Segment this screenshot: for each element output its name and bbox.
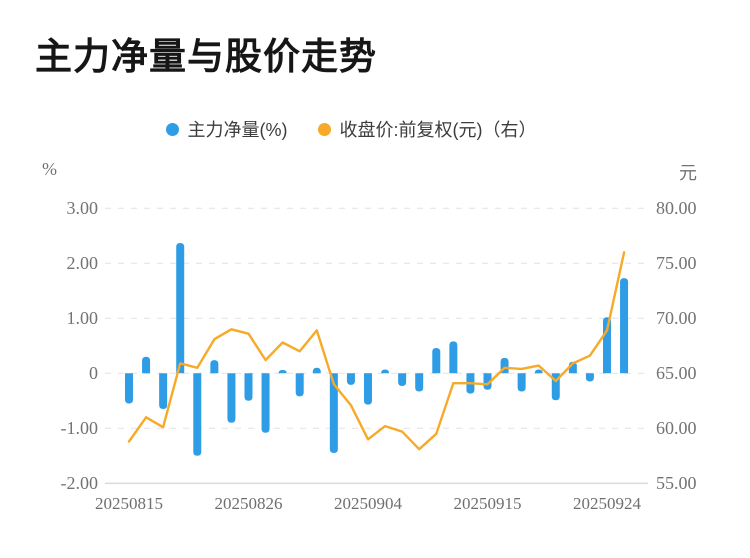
y-axis-label-left: 0	[89, 363, 98, 384]
left-axis-unit: %	[42, 159, 57, 179]
volume-bar	[159, 373, 168, 410]
legend: 主力净量(%) 收盘价:前复权(元)（右）	[0, 116, 702, 142]
x-axis-label: 20250826	[214, 494, 283, 513]
volume-bar	[517, 373, 526, 392]
volume-bar	[278, 370, 287, 374]
legend-label-close-price: 收盘价:前复权(元)（右）	[339, 120, 537, 140]
x-axis-label: 20250915	[453, 494, 522, 513]
volume-bar	[227, 373, 236, 423]
volume-bar	[176, 242, 185, 374]
y-axis-label-left: 1.00	[66, 308, 99, 329]
volume-bar	[210, 360, 219, 374]
volume-bar	[312, 367, 321, 374]
chart-title: 主力净量与股价走势	[35, 36, 377, 77]
legend-label-main-net-volume: 主力净量(%)	[187, 120, 288, 140]
volume-bar	[432, 348, 441, 374]
volume-bar	[449, 341, 458, 374]
y-axis-label-right: 60.00	[656, 418, 697, 439]
x-axis-label: 20250904	[333, 494, 402, 513]
volume-bar	[483, 373, 492, 390]
volume-bar	[363, 373, 372, 405]
legend-item-close-price[interactable]: 收盘价:前复权(元)（右）	[317, 116, 537, 142]
x-axis-label: 20250815	[95, 494, 163, 513]
volume-bar	[244, 373, 253, 401]
right-axis-unit: 元	[679, 163, 697, 183]
price-line	[127, 251, 626, 451]
legend-dot-main-net-volume-icon	[165, 122, 179, 136]
x-axis-label: 20250924	[572, 494, 641, 513]
y-axis-label-right: 70.00	[656, 308, 697, 329]
y-axis-label-left: 3.00	[66, 198, 99, 219]
y-axis-label-right: 65.00	[656, 363, 697, 384]
volume-bar	[398, 373, 407, 386]
y-axis-label-right: 75.00	[656, 253, 697, 274]
volume-bar	[295, 373, 304, 397]
y-axis-label-left: -2.00	[60, 473, 99, 494]
volume-bar	[602, 317, 611, 374]
y-axis-label-left: 2.00	[66, 253, 99, 274]
legend-item-main-net-volume[interactable]: 主力净量(%)	[165, 116, 288, 142]
legend-dot-close-price-icon	[317, 122, 331, 136]
volume-bar	[346, 373, 355, 385]
y-axis-label-right: 80.00	[656, 198, 697, 219]
volume-bar	[585, 373, 594, 382]
y-axis-label-right: 55.00	[656, 473, 697, 494]
volume-bar	[381, 369, 390, 374]
volume-bar	[415, 373, 424, 392]
volume-bar	[534, 369, 543, 374]
y-axis-label-left: -1.00	[60, 418, 99, 439]
volume-bar	[329, 373, 338, 454]
volume-bar	[261, 373, 270, 433]
volume-bar	[125, 373, 133, 404]
volume-bar	[142, 356, 151, 374]
volume-bar	[193, 373, 202, 456]
volume-bar	[620, 278, 629, 374]
